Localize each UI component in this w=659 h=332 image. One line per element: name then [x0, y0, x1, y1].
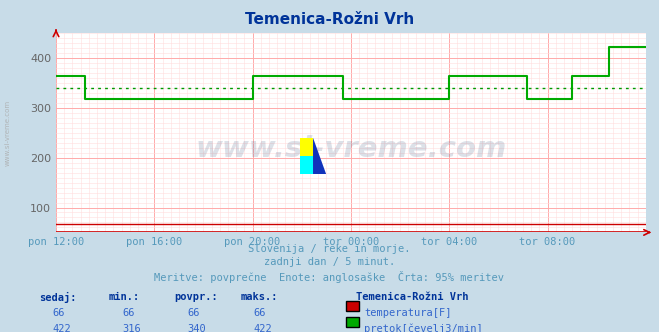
Text: 66: 66	[254, 308, 266, 318]
Text: pretok[čevelj3/min]: pretok[čevelj3/min]	[364, 324, 483, 332]
Text: www.si-vreme.com: www.si-vreme.com	[195, 135, 507, 163]
Text: 340: 340	[188, 324, 206, 332]
Text: 422: 422	[53, 324, 71, 332]
Text: Temenica-Rožni Vrh: Temenica-Rožni Vrh	[356, 292, 469, 302]
Text: povpr.:: povpr.:	[175, 292, 218, 302]
Text: 422: 422	[254, 324, 272, 332]
Text: Slovenija / reke in morje.: Slovenija / reke in morje.	[248, 244, 411, 254]
Text: min.:: min.:	[109, 292, 140, 302]
Bar	[300, 156, 313, 174]
Polygon shape	[313, 138, 326, 174]
Text: sedaj:: sedaj:	[40, 292, 77, 303]
Text: 316: 316	[122, 324, 140, 332]
Text: www.si-vreme.com: www.si-vreme.com	[5, 100, 11, 166]
Text: Temenica-Rožni Vrh: Temenica-Rožni Vrh	[245, 12, 414, 27]
Text: maks.:: maks.:	[241, 292, 278, 302]
Text: 66: 66	[122, 308, 134, 318]
Bar	[300, 138, 313, 156]
Text: 66: 66	[188, 308, 200, 318]
Text: 66: 66	[53, 308, 65, 318]
Text: Meritve: povprečne  Enote: anglosaške  Črta: 95% meritev: Meritve: povprečne Enote: anglosaške Črt…	[154, 271, 505, 283]
Text: zadnji dan / 5 minut.: zadnji dan / 5 minut.	[264, 257, 395, 267]
Text: temperatura[F]: temperatura[F]	[364, 308, 452, 318]
